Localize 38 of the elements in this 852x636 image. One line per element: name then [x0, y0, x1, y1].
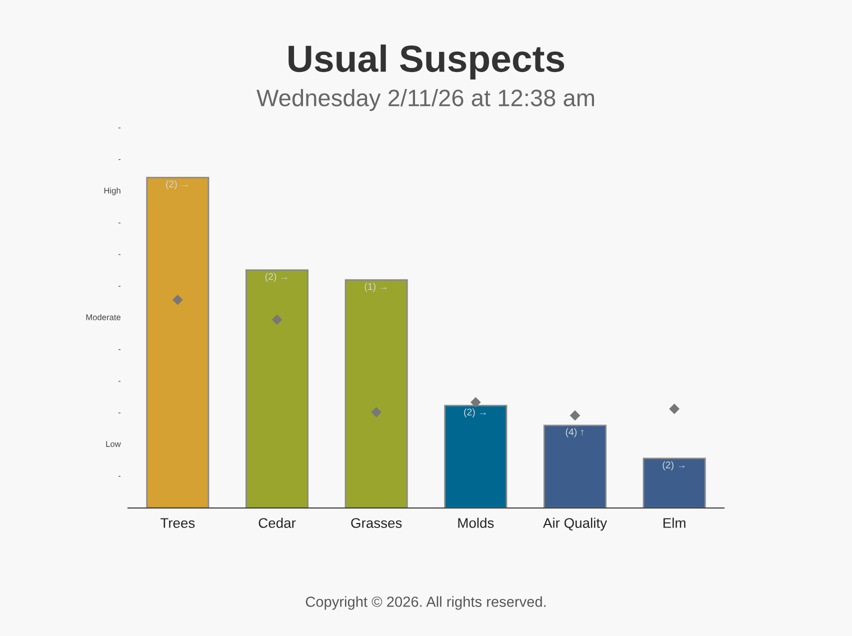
text: -: [118, 349, 120, 350]
bar: [444, 404, 508, 508]
x-tick-label: Cedar: [258, 518, 296, 528]
text: Moderate: [86, 314, 120, 320]
bar: [146, 176, 210, 508]
annotation: (2) →: [265, 272, 288, 282]
x-tick-label: Trees: [160, 518, 195, 528]
text: -: [118, 222, 120, 224]
text: Copyright © 2026. All rights reserved.: [306, 596, 546, 610]
text: -: [118, 412, 120, 414]
point: [570, 410, 580, 421]
text: -: [118, 159, 120, 160]
annotation: (4) ↑: [566, 428, 584, 438]
text: -: [118, 286, 120, 287]
point: [470, 397, 481, 408]
text: High: [104, 187, 120, 196]
text: -: [118, 254, 120, 255]
annotation: (2) →: [464, 408, 486, 418]
x-tick-label: Grasses: [351, 518, 402, 528]
point: [172, 294, 183, 306]
text: Low: [106, 441, 121, 447]
annotation: (1) →: [364, 282, 387, 292]
text: -: [118, 380, 120, 382]
bar: [246, 269, 308, 508]
x-tick-label: Elm: [664, 518, 686, 528]
point: [669, 404, 680, 414]
annotation: (2) →: [662, 461, 685, 470]
chart-subtitle: Wednesday 2/11/26 at 12:38 am: [256, 88, 594, 112]
bar: [344, 279, 408, 508]
annotation: (2) →: [166, 180, 188, 190]
text: -: [118, 476, 120, 477]
x-tick-label: Molds: [458, 518, 494, 528]
point: [371, 406, 382, 418]
point: [272, 314, 282, 325]
bar: [544, 424, 606, 508]
x-tick-label: Air Quality: [543, 518, 608, 531]
bar: [642, 458, 706, 508]
chart-title: Usual Suspects: [288, 44, 564, 80]
